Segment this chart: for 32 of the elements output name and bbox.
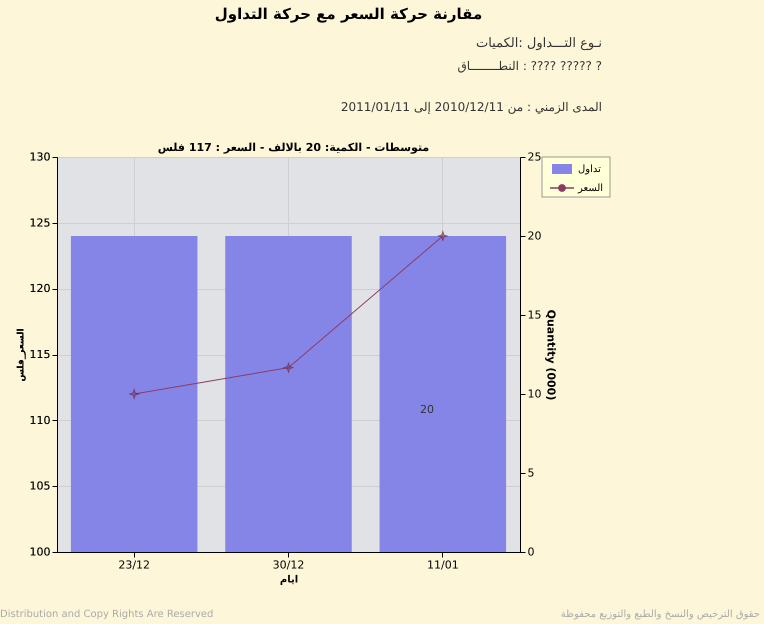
- x-tick-label: 23/12: [118, 558, 150, 572]
- chart-title: مقارنة حركة السعر مع حركة التداول: [214, 5, 482, 23]
- annotation: 20: [420, 403, 434, 416]
- point: [283, 362, 294, 373]
- point: [129, 388, 140, 400]
- legend-label: السعر: [577, 183, 604, 194]
- x-axis-title: ايام: [280, 574, 298, 586]
- y-tick-label: 100: [30, 546, 50, 558]
- text: حقوق الترخيص والنسخ والطبع والتوزيع محفوظة: [560, 609, 760, 620]
- y-tick-label: 130: [30, 150, 50, 164]
- y-tick-label: 110: [30, 414, 50, 427]
- text: نـوع التـــداول :الكميات: [476, 36, 602, 51]
- x-tick-label: 11/01: [426, 558, 459, 572]
- text: Distribution and Copy Rights Are Reserved: [0, 609, 214, 620]
- y2-tick-label: 20: [528, 230, 542, 242]
- y-axis-title: السعر_فلس: [16, 328, 27, 382]
- y2-tick-label: 0: [528, 546, 534, 558]
- legend-label: تداول: [578, 164, 602, 175]
- text: النطــــــــاق : ???? ????? ?: [457, 59, 602, 73]
- y2-axis-title: Quantity (000): [544, 310, 558, 400]
- y-tick-label: 120: [30, 282, 50, 296]
- point: [438, 230, 448, 242]
- y-tick-label: 105: [30, 480, 50, 493]
- text: متوسطات - الكمية: 20 بالالف - السعر : 117 فلس: [158, 141, 430, 154]
- y2-tick-label: 10: [528, 388, 542, 400]
- y-tick-label: 125: [30, 216, 50, 230]
- x-tick-label: 30/12: [272, 558, 304, 572]
- y2-tick-label: 5: [528, 466, 534, 480]
- y-tick-label: 115: [30, 348, 50, 361]
- y2-tick-label: 25: [528, 150, 542, 164]
- text: المدى الزمني : من 2010/12/11 إلى 2011/01/11: [340, 100, 602, 114]
- y2-tick-label: 15: [528, 308, 542, 322]
